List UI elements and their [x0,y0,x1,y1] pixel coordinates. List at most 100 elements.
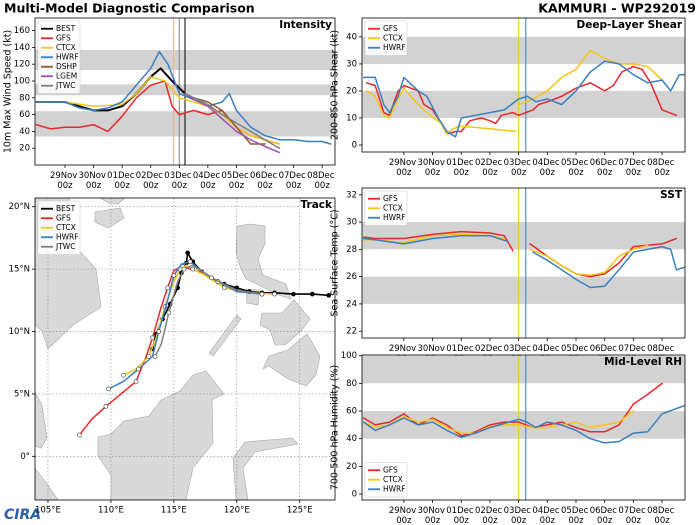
x-tick-label: 120°E [224,506,250,516]
x-tick-label: 05Dec 00z [561,158,591,178]
legend-label: CTCX [383,33,403,42]
y-tick-label: 60 [19,110,30,120]
x-tick-label: 30Nov 00z [418,158,448,178]
track-point [209,275,214,281]
x-tick-label: 110°E [98,506,124,516]
x-tick-label: 02Dec 00z [475,158,505,178]
y-tick-label: 20 [346,462,357,472]
panel-title: SST [660,189,683,201]
x-tick-label: 08Dec 00z [647,158,677,178]
series-line [184,92,281,149]
y-tick-label: 40 [346,32,357,42]
y-axis-label: 10m Max Wind Speed (kt) [3,30,14,153]
y-tick-label: 120 [14,60,30,70]
plot-area [362,355,685,500]
y-tick-label: 20 [19,144,30,154]
x-tick-label: 30Nov 00z [418,506,448,525]
legend-label: CTCX [56,223,76,232]
y-tick-label: 80 [346,379,357,389]
band [362,222,685,250]
x-tick-label: 04Dec 00z [532,506,562,525]
land [94,207,125,229]
legend-label: CTCX [383,203,403,212]
x-tick-label: 07Dec 00z [618,158,648,178]
y-tick-label: 40 [19,127,30,137]
plot-area [362,18,685,152]
track-point [326,293,332,298]
y-tick-label: 15°N [9,265,30,275]
legend-label: HWRF [56,232,79,241]
track-point [106,386,111,392]
track-point [221,285,227,291]
band [362,276,685,304]
legend-label: GFS [383,465,398,474]
x-tick-label: 04Dec 00z [193,171,223,191]
track-point [181,266,187,272]
y-tick-label: 22 [346,327,357,337]
track-point [185,250,191,256]
y-tick-label: 32 [346,190,357,200]
track-point [152,354,158,359]
band [362,36,685,64]
band [362,355,685,384]
legend-label: DSHP [56,62,77,71]
panel-title: Intensity [279,19,332,31]
track-point [146,354,151,359]
plot-frame [361,17,686,153]
track-point [121,372,126,378]
legend-box [37,200,81,255]
x-tick-label: 06Dec 00z [250,171,280,191]
legend-label: BEST [56,204,76,213]
series-line [362,230,678,278]
land [262,333,321,387]
x-tick-label: 04Dec 00z [532,158,562,178]
series-line [362,234,685,289]
series-line [35,50,332,145]
land [235,223,292,300]
y-tick-label: 0° [20,452,30,462]
land [99,198,126,205]
legend-label: HWRF [383,43,406,52]
track-point [156,329,162,334]
legend-label: GFS [56,213,71,222]
y-tick-label: 30 [346,59,357,69]
track-point [166,310,172,316]
track-point [171,273,177,278]
track-point [77,432,82,438]
series-line [362,60,685,138]
x-tick-label: 02Dec 00z [136,171,166,191]
x-tick-label: 29Nov 00z [389,506,419,525]
land [208,314,242,357]
x-tick-label: 05Dec 00z [221,171,251,191]
legend-label: GFS [383,24,398,33]
y-tick-label: 20°N [9,202,30,212]
x-tick-label: 07Dec 00z [279,171,309,191]
x-tick-label: 125°E [287,506,313,516]
legend-label: GFS [56,33,71,42]
legend-label: HWRF [383,484,406,493]
series-line [362,382,663,437]
x-tick-label: 03Dec 00z [504,506,534,525]
y-tick-label: 160 [14,26,30,36]
series-line [362,404,685,444]
x-tick-label: 06Dec 00z [590,506,620,525]
panel-title: Deep-Layer Shear [576,19,682,31]
legend-label: JTWC [55,242,75,251]
y-tick-label: 0 [352,140,357,150]
legend-label: CTCX [56,43,76,52]
plot-frame [361,354,686,501]
track-point [190,266,196,272]
band [362,411,685,439]
legend-label: LGEM [56,71,77,80]
land [232,437,299,500]
panel-title: Mid-Level RH [604,356,682,368]
x-tick-label: 01Dec 00z [446,158,476,178]
x-tick-label: 03Dec 00z [164,171,194,191]
y-tick-label: 24 [346,299,357,309]
land [259,299,311,346]
track-point [165,285,170,291]
track-point [150,335,155,341]
plot-frame [361,187,686,339]
y-tick-label: 60 [346,407,357,417]
